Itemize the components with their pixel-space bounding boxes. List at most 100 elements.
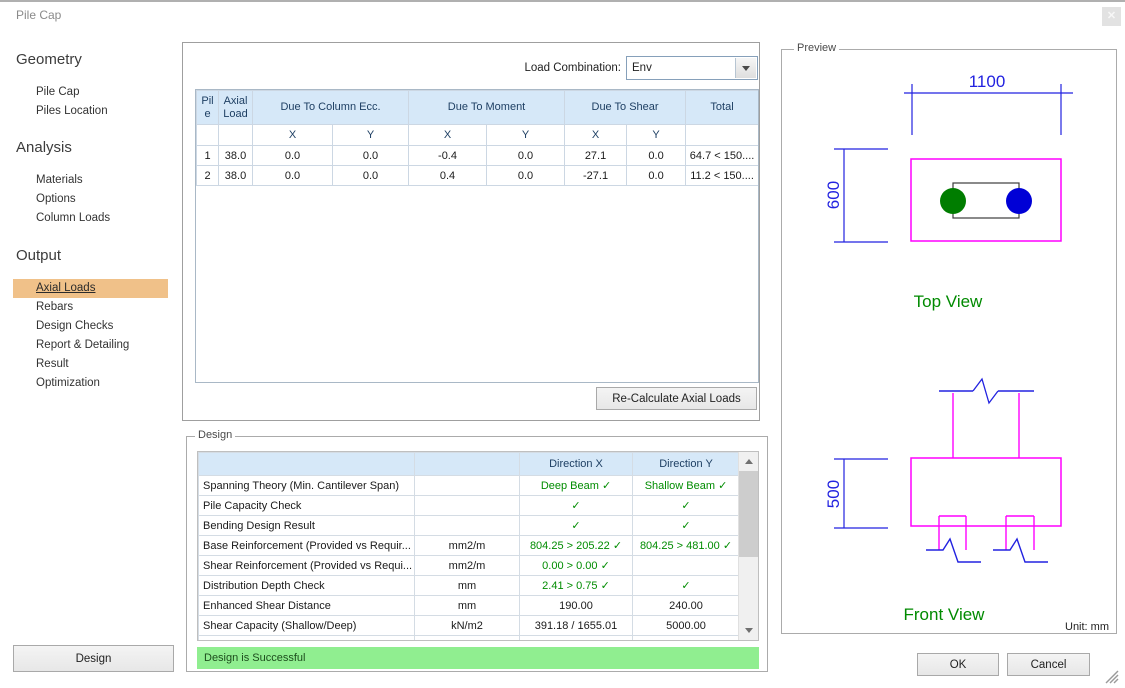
col-group-shear: Due To Shear [564, 90, 687, 125]
table-row: Distribution Depth Check mm 2.41 > 0.75 … [198, 575, 740, 596]
chevron-down-icon[interactable] [735, 58, 756, 78]
design-value-y: 144.59 < 5000.00 ✓ [632, 635, 740, 640]
window-top-border [0, 0, 1125, 2]
sidebar-item-piles-location[interactable]: Piles Location [36, 105, 108, 117]
sidebar-section-analysis: Analysis Materials Options Column Loads [0, 138, 182, 228]
axial-loads-panel: Load Combination: Env Pile Axial Load Du… [182, 42, 760, 421]
design-value-x: 265.08 < 1655.01... [519, 635, 633, 640]
design-row-label: Bending Design Result [198, 515, 415, 536]
table-row: Bending Design Result ✓ ✓ [198, 515, 740, 536]
table-row: 2 38.0 0.0 0.0 0.4 0.0 -27.1 0.0 11.2 < … [196, 165, 758, 186]
sidebar-item-result[interactable]: Result [36, 358, 69, 370]
design-value-y: 804.25 > 481.00 ✓ [632, 535, 740, 556]
cell-pile: 2 [196, 165, 219, 186]
design-row-label: Enhanced Shear Distance [198, 595, 415, 616]
design-row-unit [414, 475, 520, 496]
sidebar-item-options[interactable]: Options [36, 193, 76, 205]
pile-1-marker [940, 188, 966, 214]
design-value-x: 190.00 [519, 595, 633, 616]
cell-total: 64.7 < 150.... [685, 145, 758, 166]
sidebar-item-design-checks[interactable]: Design Checks [36, 320, 114, 332]
cell-shear-y: 0.0 [626, 145, 687, 166]
design-button[interactable]: Design [13, 645, 174, 672]
cell-mom-x: -0.4 [408, 145, 488, 166]
design-header-direction-x: Direction X [519, 452, 633, 476]
cell-shear-x: -27.1 [564, 165, 628, 186]
recalculate-axial-loads-button[interactable]: Re-Calculate Axial Loads [596, 387, 757, 410]
cell-shear-x: 27.1 [564, 145, 628, 166]
design-value-x: Deep Beam ✓ [519, 475, 633, 496]
sidebar-item-optimization[interactable]: Optimization [36, 377, 100, 389]
sidebar-item-axial-loads[interactable]: Axial Loads [13, 279, 168, 298]
subheader-y: Y [331, 124, 410, 146]
design-results-table: Direction X Direction Y Spanning Theory … [197, 451, 759, 641]
design-value-x: 2.41 > 0.75 ✓ [519, 575, 633, 596]
design-value-x: 804.25 > 205.22 ✓ [519, 535, 633, 556]
resize-grip[interactable] [1103, 668, 1121, 685]
sidebar-item-rebars[interactable]: Rebars [36, 301, 74, 313]
table-row: Pile Capacity Check ✓ ✓ [198, 495, 740, 516]
design-value-x: 0.00 > 0.00 ✓ [519, 555, 633, 576]
sidebar-section-output: Output Axial Loads Rebars Design Checks … [0, 246, 182, 393]
close-icon[interactable]: ✕ [1102, 7, 1121, 26]
preview-groupbox: Preview 1100 600 Top View [781, 42, 1117, 634]
col-group-column-ecc: Due To Column Ecc. [251, 90, 410, 125]
subheader-x: X [564, 124, 628, 146]
cell-pile: 1 [196, 145, 219, 166]
cell-ecc-y: 0.0 [331, 145, 410, 166]
pile-cap-outline [910, 158, 1062, 242]
table-row: Shear Reinforcement (Provided vs Requi..… [198, 555, 740, 576]
design-row-label: Pile Capacity Check [198, 495, 415, 516]
col-header-total: Total [685, 90, 758, 125]
section-title-analysis: Analysis [16, 139, 72, 156]
design-row-label: Distribution Depth Check [198, 575, 415, 596]
vertical-scrollbar[interactable] [738, 452, 758, 640]
col-header-pile: Pile [196, 90, 219, 125]
cell-total: 11.2 < 150.... [685, 165, 758, 186]
dim-cap-depth: 600 [824, 181, 843, 209]
scroll-down-icon[interactable] [739, 621, 758, 640]
design-groupbox: Design Direction X Direction Y Spanning … [186, 429, 768, 672]
sidebar-item-materials[interactable]: Materials [36, 174, 83, 186]
cell-axial: 38.0 [218, 165, 253, 186]
ok-button[interactable]: OK [917, 653, 999, 676]
design-row-label: Shear Reinforcement (Provided vs Requi..… [198, 555, 415, 576]
design-header-unit [414, 452, 520, 476]
front-view-drawing: 500 Front View Unit: mm [824, 377, 1109, 633]
design-row-unit [414, 515, 520, 536]
section-title-geometry: Geometry [16, 51, 82, 68]
subheader-blank [218, 124, 253, 146]
design-row-label: Shear Capacity (Shallow/Deep) [198, 615, 415, 636]
sidebar-section-geometry: Geometry Pile Cap Piles Location [0, 50, 182, 121]
load-combination-value: Env [632, 62, 652, 74]
preview-drawing: 1100 600 Top View [824, 72, 1109, 633]
col-header-axial-load: Axial Load [218, 90, 253, 125]
design-row-unit [414, 495, 520, 516]
load-combination-select[interactable]: Env [626, 56, 758, 80]
cell-mom-y: 0.0 [486, 165, 566, 186]
design-row-label: Base Reinforcement (Provided vs Requir..… [198, 535, 415, 556]
sidebar-item-column-loads[interactable]: Column Loads [36, 212, 111, 224]
design-value-y: 5000.00 [632, 615, 740, 636]
design-header-blank [198, 452, 415, 476]
table-row: Shear Capacity (Shallow/Deep) kN/m2 391.… [198, 615, 740, 636]
cell-axial: 38.0 [218, 145, 253, 166]
sidebar-item-pile-cap[interactable]: Pile Cap [36, 86, 80, 98]
load-combination-label: Load Combination: [524, 62, 621, 74]
scrollbar-thumb[interactable] [739, 471, 758, 557]
design-value-x: ✓ [519, 515, 633, 536]
front-view-label: Front View [904, 605, 986, 624]
table-row: Enhanced Shear Distance mm 190.00 240.00 [198, 595, 740, 616]
table-row: Design Shear vs Shear Capacity kN/m2 265… [198, 635, 740, 640]
subheader-y: Y [626, 124, 687, 146]
cell-mom-y: 0.0 [486, 145, 566, 166]
cell-ecc-x: 0.0 [252, 165, 333, 186]
design-value-x: 391.18 / 1655.01 [519, 615, 633, 636]
design-group-title: Design [195, 429, 236, 441]
sidebar-item-report-detailing[interactable]: Report & Detailing [36, 339, 130, 351]
design-row-unit: mm [414, 595, 520, 616]
cancel-button[interactable]: Cancel [1007, 653, 1090, 676]
section-title-output: Output [16, 247, 62, 264]
cell-ecc-x: 0.0 [252, 145, 333, 166]
design-status-bar: Design is Successful [197, 647, 759, 669]
